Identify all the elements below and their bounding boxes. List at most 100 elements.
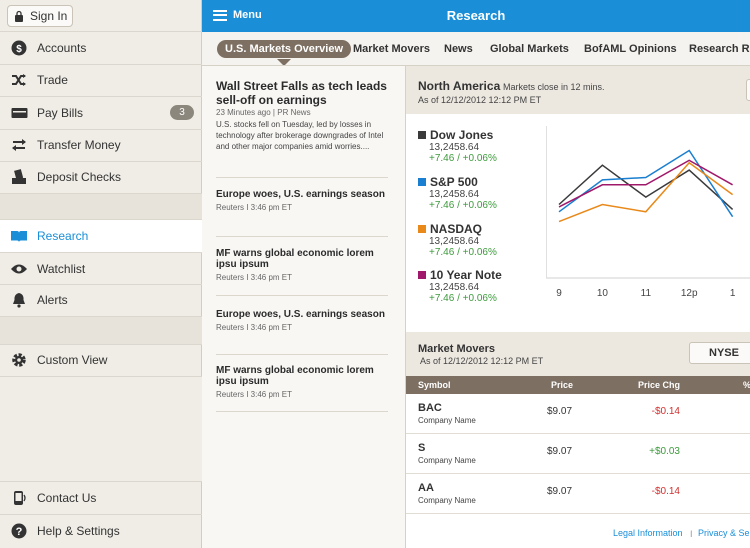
index-value: 13,2458.64 <box>429 142 480 153</box>
series-line-dow-jones <box>558 164 734 210</box>
market-movers-header: Market Movers As of 12/12/2012 12:12 PM … <box>406 332 750 376</box>
shuffle-icon <box>10 71 28 89</box>
sidebar-item-label: Help & Settings <box>37 524 120 538</box>
news-meta: 23 Minutes ago | PR News <box>216 108 311 117</box>
sidebar-item-pay-bills[interactable]: Pay Bills 3 <box>0 97 202 129</box>
news-item[interactable]: MF warns global economic lorem ipsu ipsu… <box>216 248 388 282</box>
bell-icon <box>10 291 28 309</box>
column-header-price-change[interactable]: Price Chg <box>638 380 681 390</box>
footer-separator: I <box>690 529 693 539</box>
news-item[interactable]: Europe woes, U.S. earnings season Reuter… <box>216 309 388 332</box>
news-item[interactable]: Wall Street Falls as tech leads sell-off… <box>216 79 388 152</box>
column-header-price[interactable]: Price <box>551 380 574 390</box>
sidebar-item-alerts[interactable]: Alerts <box>0 284 202 316</box>
privacy-security-link[interactable]: Privacy & Se <box>698 528 750 538</box>
sign-in-label: Sign In <box>30 9 68 23</box>
sidebar-gap <box>0 377 202 481</box>
news-meta: Reuters I 3:46 pm ET <box>216 390 293 399</box>
transfer-icon <box>10 136 28 154</box>
column-header-percent[interactable]: % <box>743 380 750 390</box>
eye-icon <box>10 260 28 278</box>
legend-swatch <box>418 271 426 279</box>
region-selector-button[interactable] <box>746 79 750 101</box>
row-price: $9.07 <box>547 486 573 497</box>
tab-bofaml-opinions[interactable]: BofAML Opinions <box>584 43 677 55</box>
sidebar-item-deposit-checks[interactable]: Deposit Checks <box>0 161 202 193</box>
index-change: +7.46 / +0.06% <box>429 247 497 258</box>
deposit-icon <box>10 168 28 186</box>
index-name: 10 Year Note <box>430 268 502 282</box>
row-company: Company Name <box>418 416 476 425</box>
sidebar-item-label: Research <box>37 229 89 243</box>
x-tick-label: 11 <box>641 288 652 299</box>
top-bar: Menu Research <box>202 0 750 32</box>
sidebar-item-label: Contact Us <box>37 491 97 505</box>
news-headline: MF warns global economic lorem ipsu ipsu… <box>216 365 374 387</box>
index-value: 13,2458.64 <box>429 236 480 247</box>
gear-icon <box>10 351 28 369</box>
sidebar-item-transfer-money[interactable]: Transfer Money <box>0 129 202 161</box>
sidebar-item-trade[interactable]: Trade <box>0 64 202 96</box>
index-dow-jones[interactable]: Dow Jones 13,2458.64 +7.46 / +0.06% <box>418 128 548 164</box>
phone-icon <box>10 489 28 507</box>
as-of-timestamp: As of 12/12/2012 12:12 PM ET <box>420 356 544 366</box>
sidebar-item-research[interactable]: Research <box>0 220 202 252</box>
row-change: +$0.03 <box>649 446 680 457</box>
sidebar-item-contact-us[interactable]: Contact Us <box>0 482 202 514</box>
tab-us-markets-overview[interactable]: U.S. Markets Overview <box>217 40 352 58</box>
x-tick-label: 12p <box>681 288 698 299</box>
hamburger-icon <box>213 9 227 21</box>
book-icon <box>10 227 28 245</box>
table-row[interactable]: AA Company Name $9.07 -$0.14 <box>406 474 750 514</box>
index-10-year-note[interactable]: 10 Year Note 13,2458.64 +7.46 / +0.06% <box>418 268 548 304</box>
news-meta: Reuters I 3:46 pm ET <box>216 323 293 332</box>
legal-information-link[interactable]: Legal Information <box>613 528 683 538</box>
x-tick-label: 1 <box>730 288 736 299</box>
sidebar-item-watchlist[interactable]: Watchlist <box>0 253 202 285</box>
index-change: +7.46 / +0.06% <box>429 153 497 164</box>
sidebar-item-label: Trade <box>37 73 68 87</box>
as-of-timestamp: As of 12/12/2012 12:12 PM ET <box>418 95 542 105</box>
table-row[interactable]: S Company Name $9.07 +$0.03 <box>406 434 750 474</box>
sidebar-item-label: Transfer Money <box>37 138 121 152</box>
index-value: 13,2458.64 <box>429 189 480 200</box>
sidebar: Sign In $ Accounts Trade Pay Bills 3 Tra… <box>0 0 202 548</box>
sidebar-item-label: Accounts <box>37 41 87 55</box>
sidebar-gap <box>0 194 202 220</box>
help-icon: ? <box>10 522 28 540</box>
sidebar-item-custom-view[interactable]: Custom View <box>0 344 202 376</box>
row-change: -$0.14 <box>651 486 680 497</box>
news-meta: Reuters I 3:46 pm ET <box>216 203 293 212</box>
tab-global-markets[interactable]: Global Markets <box>490 43 569 55</box>
notification-badge: 3 <box>170 105 194 120</box>
sidebar-item-accounts[interactable]: $ Accounts <box>0 32 202 64</box>
sidebar-item-label: Pay Bills <box>37 106 84 120</box>
row-company: Company Name <box>418 496 476 505</box>
market-movers-table-header: Symbol Price Price Chg % <box>406 376 750 394</box>
news-meta: Reuters I 3:46 pm ET <box>216 273 293 282</box>
column-header-symbol[interactable]: Symbol <box>418 380 451 390</box>
index-change: +7.46 / +0.06% <box>429 200 497 211</box>
menu-button[interactable]: Menu <box>213 9 262 21</box>
index-name: Dow Jones <box>430 128 494 142</box>
sidebar-item-help-settings[interactable]: ? Help & Settings <box>0 515 202 547</box>
row-price: $9.07 <box>547 406 573 417</box>
sidebar-item-label: Deposit Checks <box>37 170 122 184</box>
tab-news[interactable]: News <box>444 43 473 55</box>
lock-icon <box>15 10 23 22</box>
tab-research-reports[interactable]: Research Re <box>689 43 750 55</box>
dollar-icon: $ <box>10 39 28 57</box>
tab-market-movers[interactable]: Market Movers <box>353 43 431 55</box>
table-row[interactable]: BAC Company Name $9.07 -$0.14 <box>406 394 750 434</box>
index-nasdaq[interactable]: NASDAQ 13,2458.64 +7.46 / +0.06% <box>418 222 548 258</box>
sign-in-button[interactable]: Sign In <box>7 5 73 27</box>
sidebar-item-label: Watchlist <box>37 262 86 276</box>
news-item[interactable]: Europe woes, U.S. earnings season Reuter… <box>216 189 388 212</box>
index-sp-500[interactable]: S&P 500 13,2458.64 +7.46 / +0.06% <box>418 175 548 211</box>
news-item[interactable]: MF warns global economic lorem ipsu ipsu… <box>216 365 388 399</box>
exchange-selector-button[interactable]: NYSE <box>689 342 750 364</box>
news-list: Wall Street Falls as tech leads sell-off… <box>202 66 406 548</box>
row-symbol: BAC <box>418 402 442 414</box>
index-name: S&P 500 <box>430 175 478 189</box>
tab-bar: U.S. Markets Overview Market Movers News… <box>202 32 750 66</box>
